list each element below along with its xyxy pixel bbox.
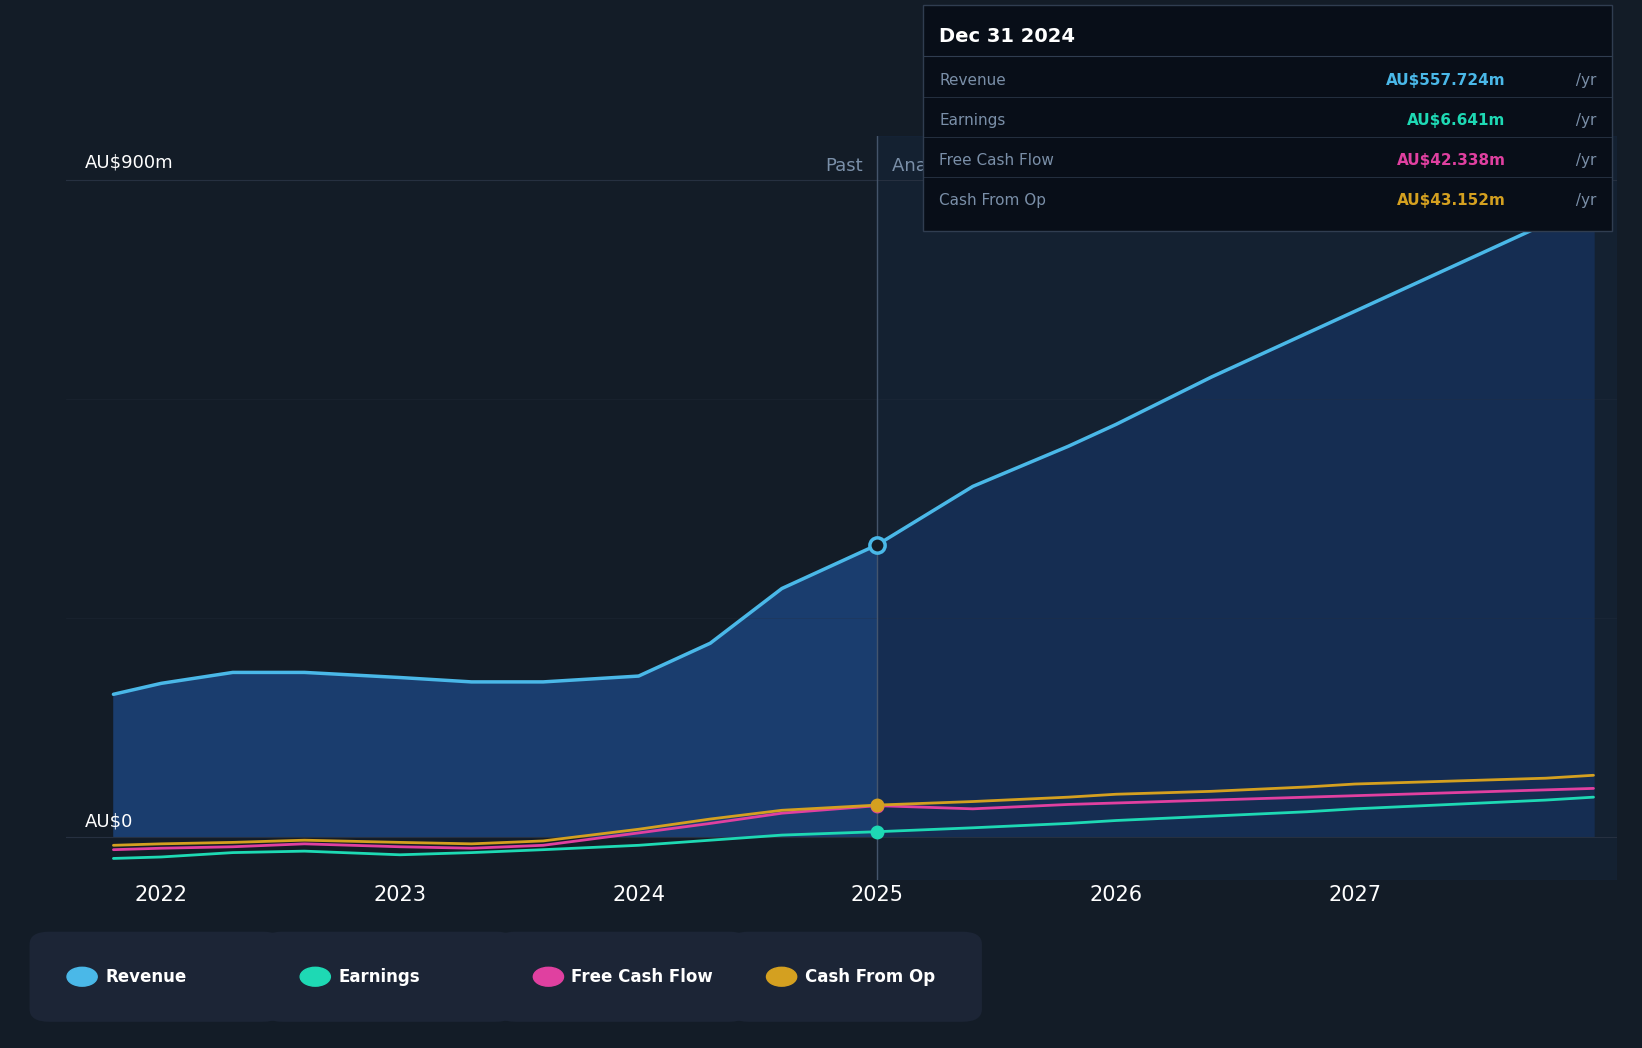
Text: Free Cash Flow: Free Cash Flow [571, 967, 713, 986]
Text: /yr: /yr [1571, 73, 1596, 88]
Text: Earnings: Earnings [338, 967, 420, 986]
Text: Free Cash Flow: Free Cash Flow [939, 153, 1054, 168]
Text: Analysts Forecasts: Analysts Forecasts [892, 157, 1059, 175]
Text: Revenue: Revenue [105, 967, 186, 986]
Text: Cash From Op: Cash From Op [805, 967, 934, 986]
Text: AU$42.338m: AU$42.338m [1397, 153, 1506, 168]
Text: Earnings: Earnings [939, 113, 1005, 128]
Text: /yr: /yr [1571, 113, 1596, 128]
Text: AU$6.641m: AU$6.641m [1407, 113, 1506, 128]
Text: Past: Past [826, 157, 864, 175]
Text: /yr: /yr [1571, 193, 1596, 208]
Text: Revenue: Revenue [939, 73, 1007, 88]
Text: /yr: /yr [1571, 153, 1596, 168]
Text: AU$43.152m: AU$43.152m [1397, 193, 1506, 208]
Bar [877, 136, 1617, 880]
Text: Cash From Op: Cash From Op [939, 193, 1046, 208]
Text: AU$0: AU$0 [85, 812, 133, 831]
Text: AU$557.724m: AU$557.724m [1386, 73, 1506, 88]
Text: AU$900m: AU$900m [85, 153, 174, 171]
Text: Dec 31 2024: Dec 31 2024 [939, 27, 1076, 46]
